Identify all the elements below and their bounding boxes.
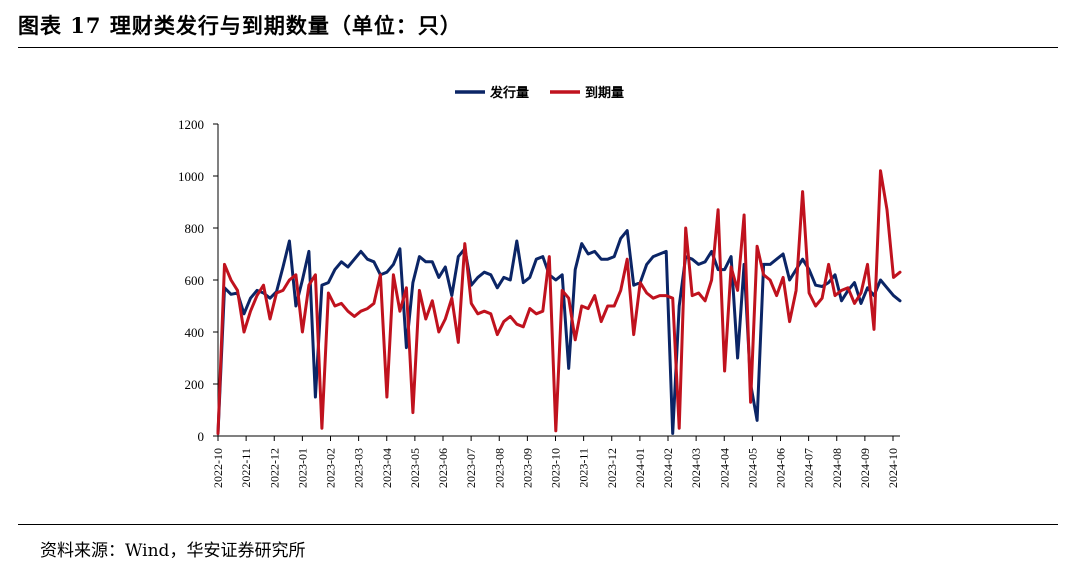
y-tick-label: 1000 [178, 169, 204, 184]
x-tick-label: 2023-05 [408, 448, 422, 488]
x-tick-label: 2024-07 [802, 448, 816, 488]
y-tick-label: 800 [185, 221, 205, 236]
x-tick-label: 2024-04 [717, 448, 731, 488]
x-tick-label: 2023-12 [605, 448, 619, 488]
y-tick-label: 600 [185, 273, 205, 288]
chart-series [216, 169, 902, 435]
x-tick-label: 2023-03 [352, 448, 366, 488]
legend-item-maturity-label: 到期量 [585, 86, 624, 101]
source-rule [18, 524, 1058, 525]
x-tick-label: 2023-02 [324, 448, 338, 488]
chart-legend: 发行量 到期量 [455, 85, 624, 101]
y-tick-label: 400 [185, 325, 205, 340]
series-line-maturity [216, 169, 902, 435]
figure-title: 图表 17 理财类发行与到期数量（单位：只） [18, 13, 462, 38]
x-tick-label: 2023-01 [295, 448, 309, 488]
x-tick-label: 2023-09 [520, 448, 534, 488]
y-tick-label: 200 [185, 377, 205, 392]
x-tick-label: 2024-09 [858, 448, 872, 488]
x-tick-label: 2024-08 [830, 448, 844, 488]
x-tick-label: 2023-10 [549, 448, 563, 488]
chart-axes: 0 200 400 600 800 1000 1200 2022-10 2022-11 2022-… [178, 117, 900, 488]
y-tick-label: 1200 [178, 117, 204, 132]
x-tick-label: 2022-12 [267, 448, 281, 488]
x-tick-label: 2024-01 [633, 448, 647, 488]
legend-item-issuance-label: 发行量 [489, 85, 529, 101]
x-tick-label: 2023-04 [380, 448, 394, 488]
x-tick-label: 2024-05 [745, 448, 759, 488]
x-tick-label: 2024-10 [886, 448, 900, 488]
source-note: 资料来源：Wind，华安证券研究所 [40, 541, 306, 561]
x-tick-label: 2022-10 [211, 448, 225, 488]
x-tick-label: 2024-06 [774, 448, 788, 488]
x-tick-label: 2023-06 [436, 448, 450, 488]
x-tick-label: 2023-07 [464, 448, 478, 488]
title-rule [18, 47, 1058, 48]
x-tick-label: 2023-08 [492, 448, 506, 488]
series-line-issuance [216, 229, 902, 435]
x-tick-label: 2024-02 [661, 448, 675, 488]
y-tick-label: 0 [198, 429, 205, 444]
x-tick-label: 2023-11 [577, 448, 591, 488]
x-tick-label: 2024-03 [689, 448, 703, 488]
x-tick-label: 2022-11 [239, 448, 253, 488]
